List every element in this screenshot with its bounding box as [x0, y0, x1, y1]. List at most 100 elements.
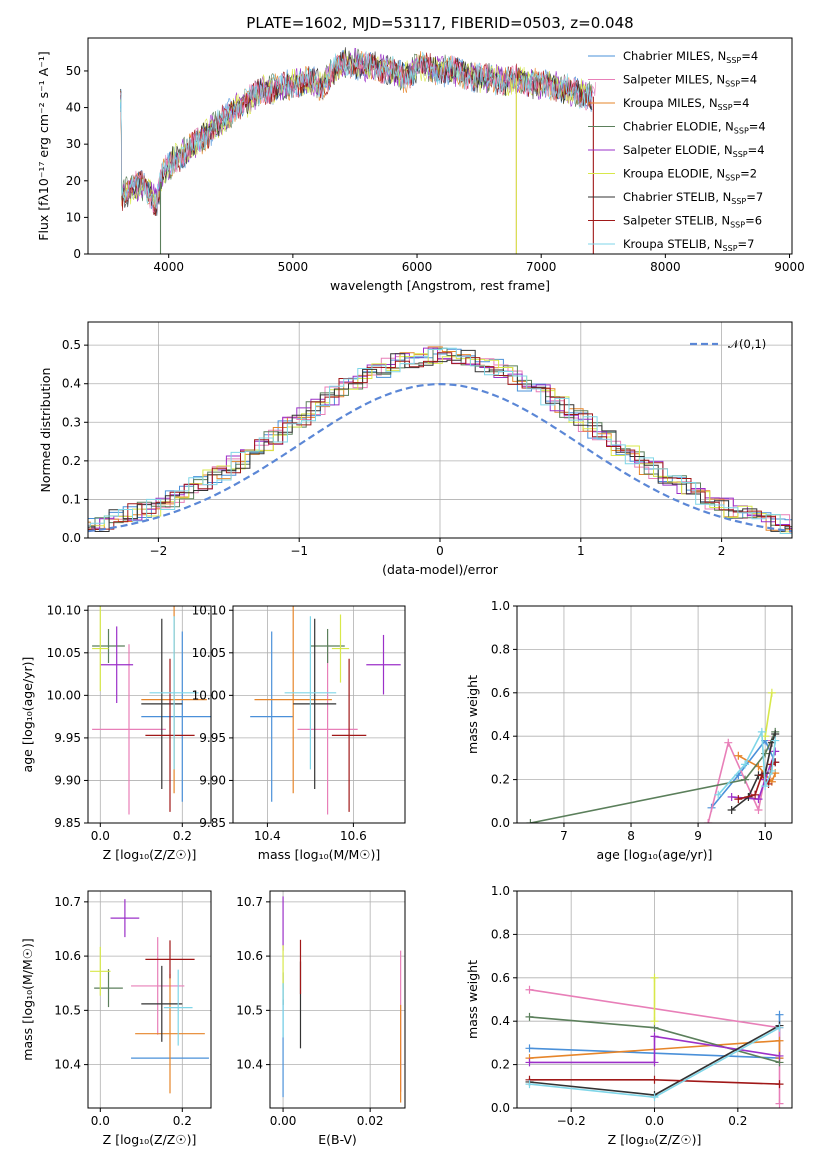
x-tick-label: 0.0 — [91, 829, 110, 843]
data-point — [293, 618, 337, 789]
y-tick-label: 9.90 — [199, 773, 226, 787]
y-tick-label: 1.0 — [491, 884, 510, 898]
mass-weight-line — [764, 692, 773, 737]
y-axis-label: mass weight — [465, 675, 480, 754]
y-axis-label: age [log₁₀(age/yr)] — [20, 657, 35, 773]
panel-massweight-vs-Z: −0.2 0.0 0.2 0.0 0.2 0.4 0.6 0.8 1.0 Z [log₁₀(Z/Z… — [465, 884, 793, 1147]
x-tick-label: 0.0 — [91, 1114, 110, 1128]
x-axis-label: Z [log₁₀(Z/Z☉)] — [608, 1132, 702, 1147]
y-tick-label: 0 — [73, 247, 81, 261]
y-tick-label: 0.8 — [491, 642, 510, 656]
data-point — [141, 618, 183, 789]
plus-marker — [650, 1093, 659, 1102]
x-tick-label: 8 — [627, 829, 635, 843]
y-tick-label: 10.00 — [47, 688, 81, 702]
x-tick-label: 10 — [758, 829, 773, 843]
axes-frame — [516, 605, 793, 824]
y-tick-label: 10.5 — [236, 1003, 263, 1017]
plus-marker — [767, 688, 776, 697]
plus-marker — [525, 985, 534, 994]
y-tick-label: 40 — [66, 101, 81, 115]
plus-marker — [734, 795, 743, 804]
legend-entry: Chabrier MILES, NSSP=4 — [623, 49, 758, 65]
x-tick-label: 7 — [560, 829, 568, 843]
x-tick-label: 10.4 — [254, 829, 281, 843]
y-tick-label: 1.0 — [491, 599, 510, 613]
legend-entry: Chabrier ELODIE, NSSP=4 — [623, 120, 766, 136]
axes-frame — [87, 37, 793, 255]
y-tick-label: 0.2 — [62, 454, 81, 468]
data-point — [366, 634, 401, 695]
plus-marker — [741, 760, 750, 769]
x-axis-label: mass [log₁₀(M/M☉)] — [258, 847, 380, 862]
data-point — [92, 644, 166, 815]
y-tick-label: 0.4 — [491, 1014, 510, 1028]
plus-marker — [734, 751, 743, 760]
x-axis-label: E(B-V) — [318, 1132, 357, 1147]
plus-marker — [727, 805, 736, 814]
x-axis-label: wavelength [Angstrom, rest frame] — [330, 278, 550, 293]
y-tick-label: 10.5 — [54, 1003, 81, 1017]
x-tick-label: 0.2 — [173, 1114, 192, 1128]
y-tick-label: 10.00 — [192, 688, 226, 702]
panel-mass-vs-EBV: 0.00 0.02 10.4 10.5 10.6 10.7 E(B-V) — [236, 890, 406, 1147]
data-point — [90, 946, 111, 996]
y-tick-label: 0.2 — [491, 1058, 510, 1072]
histogram-series — [88, 349, 792, 532]
histogram-series — [88, 347, 792, 534]
y-tick-label: 0.0 — [491, 816, 510, 830]
plus-marker — [754, 805, 763, 814]
plus-marker — [727, 792, 736, 801]
data-point — [100, 626, 134, 704]
data-point — [92, 628, 125, 664]
x-tick-label: −0.2 — [557, 1114, 586, 1128]
y-tick-label: 20 — [66, 174, 81, 188]
panel-age-vs-mass: 10.4 10.6 9.85 9.90 9.95 10.00 10.05 10.10 mass … — [192, 603, 406, 862]
plus-marker — [741, 775, 750, 784]
axes-frame — [269, 890, 406, 1109]
data-point — [145, 658, 195, 812]
legend-entry: Salpeter STELIB, NSSP=6 — [623, 214, 762, 230]
x-axis-label: Z [log₁₀(Z/Z☉)] — [103, 847, 197, 862]
plus-marker — [775, 1010, 784, 1019]
x-tick-label: 1 — [577, 544, 585, 558]
plus-marker — [757, 727, 766, 736]
legend-entry: 𝒩(0,1) — [728, 337, 766, 351]
legend-entry: Kroupa ELODIE, NSSP=2 — [623, 167, 757, 183]
y-tick-label: 10.6 — [236, 949, 263, 963]
legend-entry: Chabrier STELIB, NSSP=7 — [623, 190, 763, 206]
y-axis-label: mass [log₁₀(M/M☉)] — [20, 938, 35, 1060]
panel-residuals: −2 −1 0 1 2 0.0 0.1 0.2 0.3 0.4 0.5 (data-model)/er… — [38, 321, 793, 577]
axes-frame — [87, 605, 212, 824]
y-tick-label: 10.10 — [47, 603, 81, 617]
axes-frame — [516, 890, 793, 1109]
data-point — [141, 631, 211, 802]
y-tick-label: 9.95 — [199, 731, 226, 745]
panel-age-vs-Z: 0.0 0.2 9.85 9.90 9.95 10.00 10.05 10.10 Z [log₁… — [20, 603, 212, 862]
x-tick-label: 2 — [718, 544, 726, 558]
x-tick-label: 4000 — [153, 260, 184, 274]
y-tick-label: 0.2 — [491, 773, 510, 787]
data-point — [284, 616, 337, 770]
legend: Chabrier MILES, NSSP=4 Salpeter MILES, NS… — [588, 49, 766, 253]
histogram-series — [88, 352, 792, 533]
data-point — [149, 616, 199, 770]
plus-marker — [775, 1099, 784, 1108]
plus-marker — [650, 1032, 659, 1041]
y-tick-label: 0.0 — [62, 531, 81, 545]
y-axis-label: Flux [fλ10⁻¹⁷ erg cm⁻² s⁻¹ A⁻¹] — [36, 51, 51, 240]
plus-marker — [775, 1080, 784, 1089]
legend: 𝒩(0,1) — [690, 337, 766, 351]
plot-area — [90, 899, 209, 1094]
axes-frame — [232, 605, 406, 824]
y-tick-label: 0.8 — [491, 927, 510, 941]
histogram-series — [88, 346, 792, 531]
x-tick-label: 0.2 — [173, 829, 192, 843]
plot-area — [250, 606, 401, 815]
legend-entry: Salpeter ELODIE, NSSP=4 — [623, 143, 765, 159]
plot-area — [526, 688, 780, 823]
plus-marker — [775, 1051, 784, 1060]
plot-area — [88, 346, 792, 534]
y-tick-label: 9.95 — [54, 731, 81, 745]
